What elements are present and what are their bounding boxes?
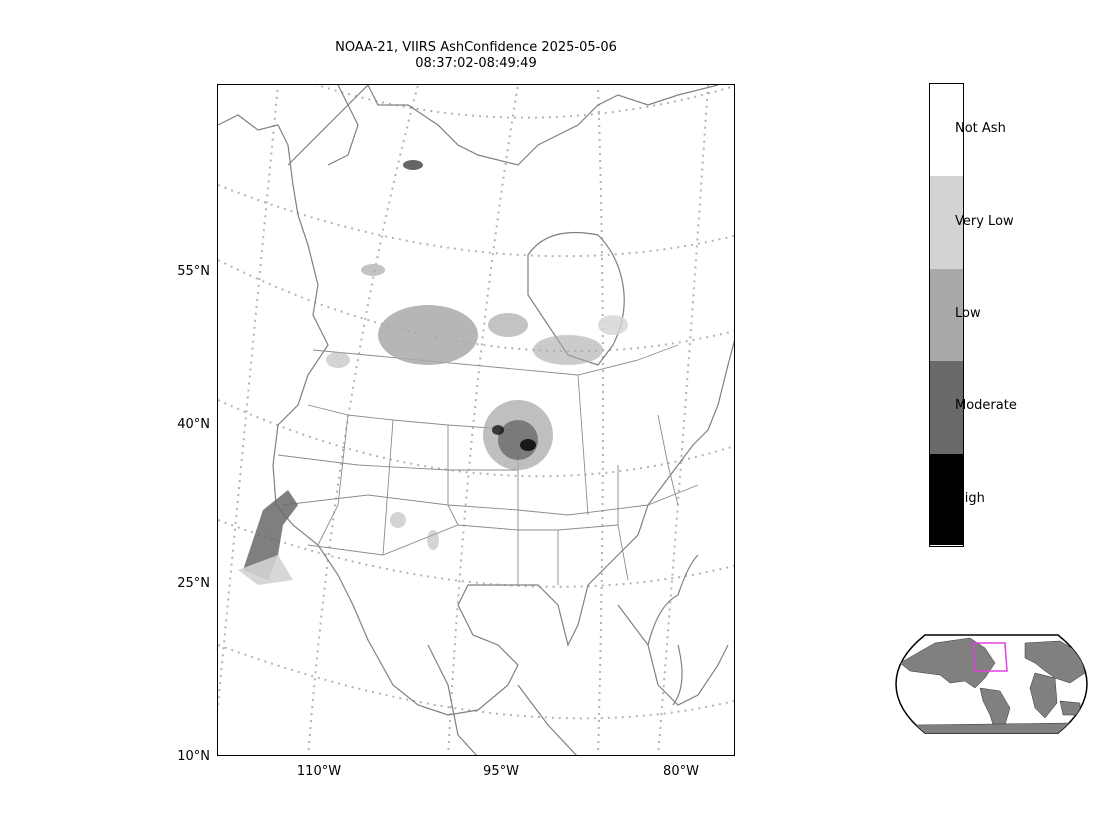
colorbar-segment-very-low: [930, 176, 963, 269]
lon-label-110w: 110°W: [296, 764, 342, 779]
title-line-2: 08:37:02-08:49:49: [415, 56, 537, 71]
colorbar-label-high: High: [955, 491, 985, 506]
colorbar-segment-low: [930, 269, 963, 361]
map-canvas: [218, 85, 734, 755]
lon-label-80w: 80°W: [663, 764, 699, 779]
map-title: NOAA-21, VIIRS AshConfidence 2025-05-06 …: [217, 40, 735, 72]
colorbar-label-not-ash: Not Ash: [955, 121, 1006, 136]
globe-inset: [895, 633, 1088, 735]
map-panel[interactable]: [217, 84, 735, 756]
colorbar-segment-not-ash: [930, 84, 963, 176]
colorbar-label-low: Low: [955, 306, 981, 321]
ash-confidence-overlay: [238, 160, 628, 585]
colorbar: [929, 83, 964, 547]
title-line-1: NOAA-21, VIIRS AshConfidence 2025-05-06: [335, 40, 617, 55]
colorbar-label-very-low: Very Low: [955, 214, 1014, 229]
lat-label-10: 10°N: [177, 749, 210, 764]
latitude-gridlines: [218, 85, 734, 720]
longitude-gridlines: [218, 85, 709, 755]
colorbar-segment-moderate: [930, 361, 963, 454]
globe-region-highlight: [972, 642, 1008, 672]
colorbar-segment-high: [930, 454, 963, 545]
globe-inset-canvas: [895, 634, 1088, 734]
lat-label-25: 25°N: [177, 576, 210, 591]
lon-label-95w: 95°W: [483, 764, 519, 779]
lat-label-40: 40°N: [177, 417, 210, 432]
coastlines: [218, 85, 734, 755]
lat-label-55: 55°N: [177, 264, 210, 279]
colorbar-label-moderate: Moderate: [955, 398, 1017, 413]
globe-land: [899, 637, 1086, 733]
political-boundaries: [277, 344, 699, 585]
